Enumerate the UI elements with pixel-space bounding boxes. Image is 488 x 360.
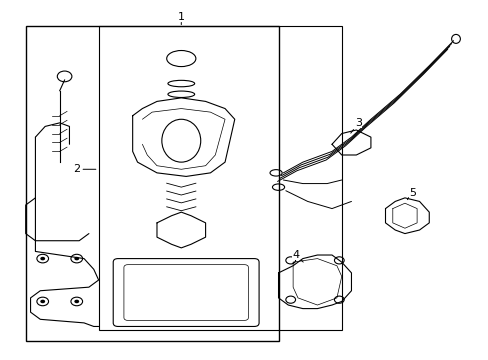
Text: 1: 1 — [178, 13, 184, 24]
Text: 5: 5 — [407, 188, 415, 200]
Text: 4: 4 — [291, 250, 303, 262]
Circle shape — [40, 300, 45, 303]
Bar — [99, 26, 341, 330]
Text: 2: 2 — [73, 164, 96, 174]
Circle shape — [40, 257, 45, 260]
Circle shape — [74, 257, 79, 260]
Circle shape — [74, 300, 79, 303]
Text: 3: 3 — [350, 118, 362, 133]
Bar — [26, 26, 278, 341]
